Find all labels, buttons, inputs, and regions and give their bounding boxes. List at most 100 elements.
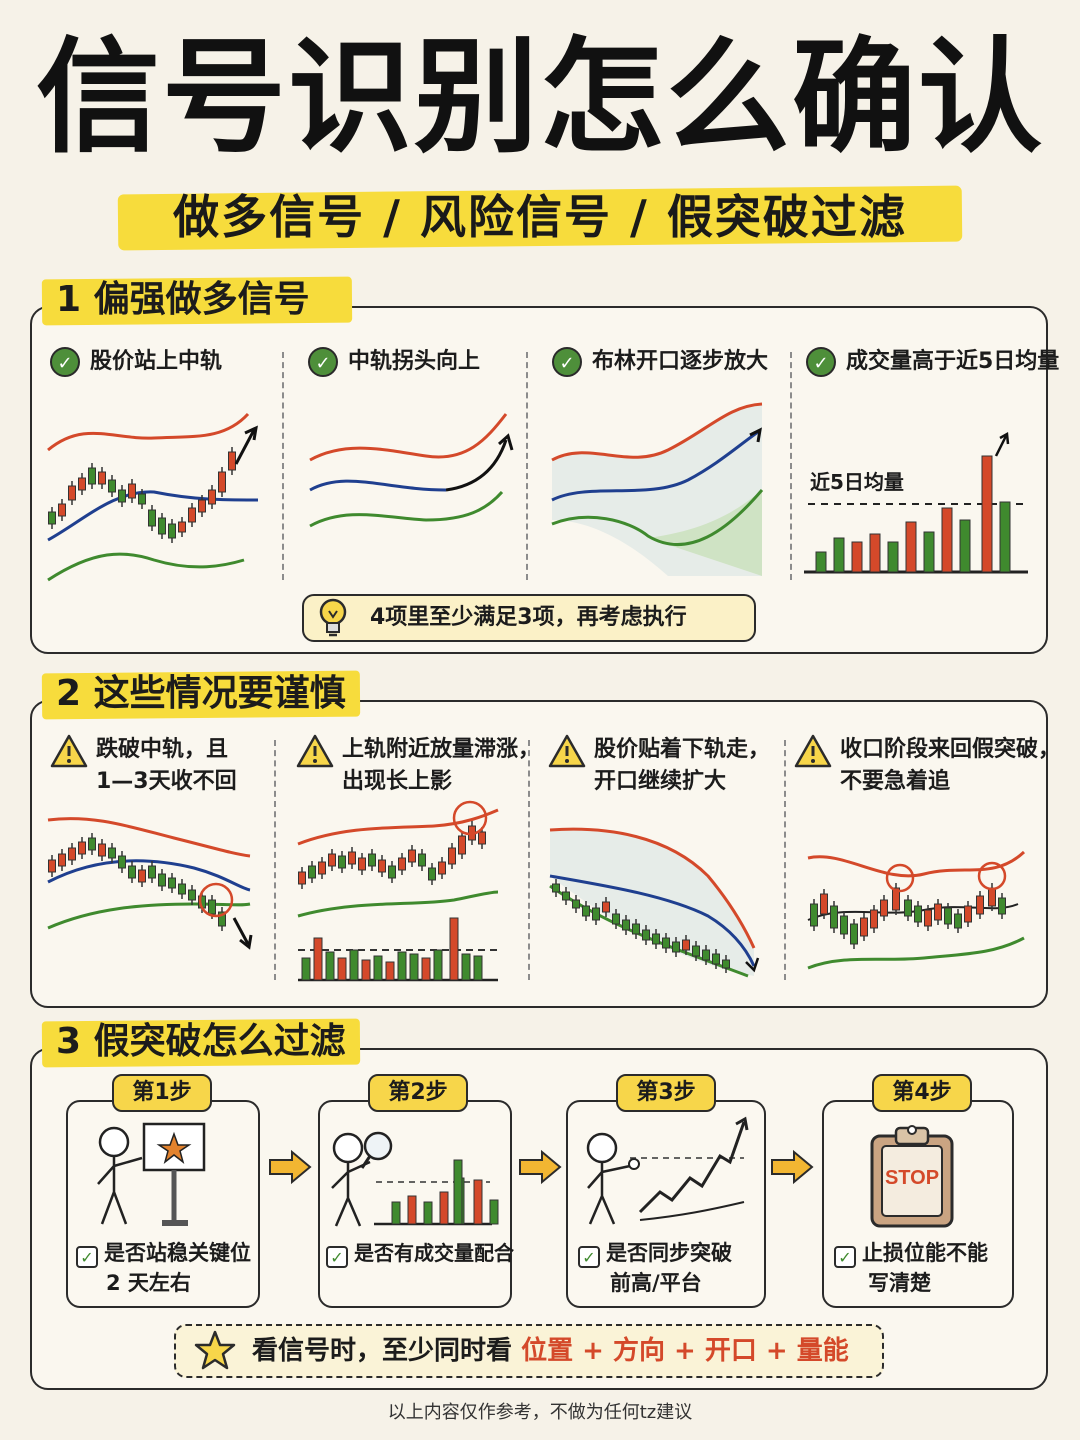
candle <box>682 939 690 951</box>
candle <box>388 865 396 879</box>
candle <box>58 853 66 867</box>
section-2-panel <box>30 700 1048 1008</box>
person-with-breakout-chart-icon <box>586 1116 749 1225</box>
section-1-heading: 1 偏强做多信号 <box>41 272 353 326</box>
candle <box>328 853 336 867</box>
candle <box>138 869 146 883</box>
volume-bar <box>941 507 953 573</box>
checkbox-icon: ✓ <box>578 1246 600 1268</box>
divider <box>784 740 786 980</box>
illustration-price-above-mid-band <box>47 412 259 582</box>
candle <box>692 945 700 957</box>
candle <box>652 933 660 945</box>
illustration-walking-lower-band <box>549 827 760 978</box>
candle <box>572 899 580 909</box>
volume-bar <box>959 519 971 573</box>
candle <box>418 853 426 867</box>
stop-clipboard-icon: STOP <box>870 1125 954 1228</box>
stop-sign-text: STOP <box>885 1167 939 1189</box>
arrow-right-icon <box>519 1149 562 1185</box>
volume-bar <box>433 949 443 981</box>
candle <box>438 861 446 875</box>
divider <box>282 352 284 580</box>
candle <box>208 489 216 505</box>
subtitle: 做多信号 / 风险信号 / 假突破过滤 <box>173 190 907 244</box>
volume-bar <box>461 953 471 981</box>
volume-bar <box>423 1201 433 1225</box>
candle <box>48 511 56 525</box>
candle <box>860 917 868 937</box>
candles <box>298 821 486 889</box>
condition-4: ✓ 成交量高于近5日均量 <box>806 346 1059 378</box>
check-circle-icon: ✓ <box>50 347 80 377</box>
candle <box>672 941 680 953</box>
candle <box>642 929 650 941</box>
candle <box>208 899 216 915</box>
candle <box>128 483 136 499</box>
candle <box>810 903 818 927</box>
checkbox-icon: ✓ <box>326 1246 348 1268</box>
step-4-text: ✓ 止损位能不能 写清楚 <box>834 1238 988 1298</box>
section-3-title: 3 假突破怎么过滤 <box>56 1021 346 1062</box>
candle <box>108 847 116 859</box>
candle <box>338 855 346 869</box>
candle <box>448 847 456 865</box>
volume-bar <box>869 533 881 573</box>
volume-bar <box>489 1199 499 1225</box>
candle <box>914 905 922 923</box>
check-circle-icon: ✓ <box>806 347 836 377</box>
divider <box>528 740 530 980</box>
candle <box>964 905 972 923</box>
candles <box>810 883 1006 949</box>
illustration-break-below-mid <box>47 817 253 950</box>
illustration-stall-near-upper-band <box>297 800 499 982</box>
star-icon <box>194 1330 236 1370</box>
candle <box>298 871 306 885</box>
candle <box>998 897 1006 915</box>
volume-bar <box>397 951 407 981</box>
candles <box>48 833 226 931</box>
volume-bar <box>815 551 827 573</box>
disclaimer: 以上内容仅作参考，不做为任何tz建议 <box>387 1402 693 1423</box>
candle <box>348 851 356 865</box>
warning-2: 上轨附近放量滞涨， 出现长上影 <box>342 737 541 794</box>
candle <box>562 891 570 901</box>
volume-bar <box>473 1179 483 1225</box>
volume-bar <box>887 541 899 573</box>
condition-3: ✓ 布林开口逐步放大 <box>552 346 768 378</box>
candle <box>148 865 156 879</box>
candle <box>178 521 186 533</box>
volume-bar <box>349 949 359 981</box>
candle <box>58 503 66 517</box>
illustration-volume-above-average <box>804 431 1028 574</box>
key-note: 看信号时，至少同时看 位置 + 方向 + 开口 + 量能 <box>174 1324 884 1378</box>
warning-3: 股价贴着下轨走， 开口继续扩大 <box>594 737 771 794</box>
volume-bar <box>361 959 371 981</box>
illustration-squeeze-false-breakouts <box>807 850 1026 970</box>
execution-tip: 4项里至少满足3项，再考虑执行 <box>302 594 756 642</box>
candle <box>158 517 166 535</box>
volume-bar <box>923 531 935 573</box>
subtitle-banner: 做多信号 / 风险信号 / 假突破过滤 <box>117 182 963 252</box>
step-1-tag: 第1步 <box>112 1074 212 1112</box>
warning-icon <box>296 734 334 768</box>
warning-4: 收口阶段来回假突破， 不要急着追 <box>840 737 1061 794</box>
volume-bar <box>385 961 395 981</box>
candle <box>712 953 720 965</box>
candle <box>118 489 126 503</box>
section-2-title: 2 这些情况要谨慎 <box>56 673 346 714</box>
warning-icon <box>50 734 88 768</box>
illustration-mid-band-turns-up <box>309 413 514 528</box>
candle <box>924 909 932 927</box>
candle <box>552 883 560 893</box>
candle <box>612 913 620 925</box>
divider <box>790 352 792 580</box>
volume-bar <box>981 455 993 573</box>
volume-bar <box>337 957 347 981</box>
warning-1: 跌破中轨，且 1—3天收不回 <box>96 737 237 794</box>
step-3-text: ✓ 是否同步突破 前高/平台 <box>578 1238 732 1298</box>
volume-bar <box>407 1195 417 1225</box>
condition-1: ✓ 股价站上中轨 <box>50 346 222 378</box>
person-with-magnifier-icon <box>331 1131 499 1227</box>
candle <box>602 901 610 913</box>
